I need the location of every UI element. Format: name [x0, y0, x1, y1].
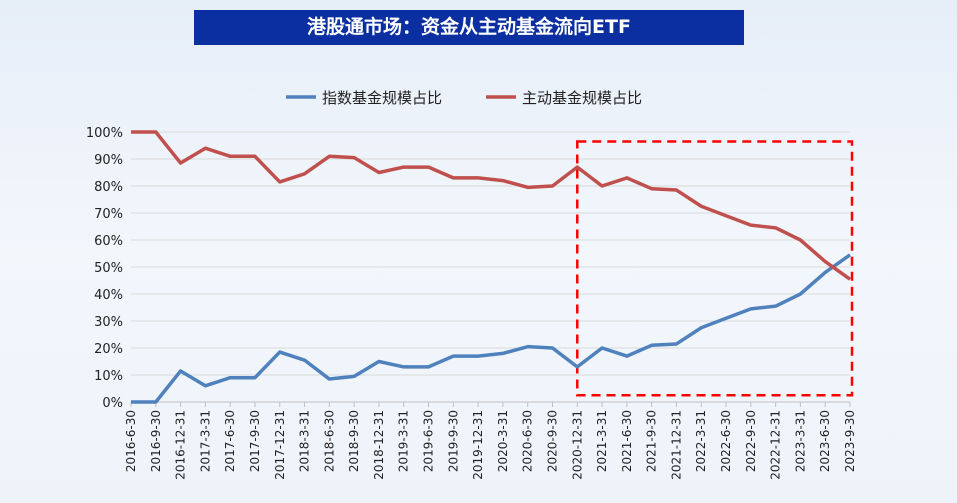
y-tick-label: 0% — [102, 396, 123, 411]
x-tick-label: 2016-9-30 — [149, 410, 163, 472]
series-line-2 — [131, 130, 852, 281]
x-tick-label: 2018-12-31 — [372, 410, 386, 480]
x-tick-label: 2021-9-30 — [645, 410, 659, 472]
x-tick-label: 2022-9-30 — [744, 410, 758, 472]
x-tick-label: 2018-9-30 — [347, 410, 361, 472]
x-tick-label: 2023-3-31 — [793, 410, 807, 472]
x-tick-label: 2022-6-30 — [719, 410, 733, 472]
x-tick-label: 2019-12-31 — [471, 410, 485, 480]
x-tick-label: 2016-12-31 — [174, 410, 188, 480]
x-tick-label: 2022-3-31 — [694, 410, 708, 472]
y-tick-label: 10% — [94, 369, 123, 384]
y-tick-label: 80% — [94, 180, 123, 195]
series-line-1 — [131, 253, 852, 404]
x-tick-label: 2017-3-31 — [198, 410, 212, 472]
x-tick-label: 2018-3-31 — [298, 410, 312, 472]
x-tick-label: 2019-3-31 — [397, 410, 411, 472]
x-tick-label: 2017-6-30 — [223, 410, 237, 472]
x-tick-label: 2019-6-30 — [422, 410, 436, 472]
x-tick-label: 2018-6-30 — [322, 410, 336, 472]
y-tick-label: 40% — [94, 288, 123, 303]
x-tick-label: 2020-3-31 — [496, 410, 510, 472]
x-tick-label: 2020-6-30 — [521, 410, 535, 472]
y-tick-label: 20% — [94, 342, 123, 357]
x-tick-label: 2020-9-30 — [545, 410, 559, 472]
legend-label: 主动基金规模占比 — [522, 89, 642, 107]
x-tick-label: 2016-6-30 — [124, 410, 138, 472]
x-tick-label: 2021-12-31 — [669, 410, 683, 480]
x-tick-label: 2017-9-30 — [248, 410, 262, 472]
highlight-box — [576, 140, 854, 397]
x-tick-label: 2023-6-30 — [818, 410, 832, 472]
x-tick-label: 2020-12-31 — [570, 410, 584, 480]
x-tick-label: 2023-9-30 — [843, 410, 857, 472]
y-tick-label: 90% — [94, 153, 123, 168]
y-tick-label: 50% — [94, 261, 123, 276]
y-tick-label: 100% — [86, 126, 123, 141]
chart-title: 港股通市场：资金从主动基金流向ETF — [194, 10, 744, 45]
y-tick-label: 60% — [94, 234, 123, 249]
y-tick-label: 30% — [94, 315, 123, 330]
x-tick-label: 2019-9-30 — [446, 410, 460, 472]
x-tick-label: 2021-3-31 — [595, 410, 609, 472]
x-tick-label: 2022-12-31 — [769, 410, 783, 480]
legend-label: 指数基金规模占比 — [322, 89, 442, 107]
x-tick-label: 2017-12-31 — [273, 410, 287, 480]
x-tick-label: 2021-6-30 — [620, 410, 634, 472]
y-tick-label: 70% — [94, 207, 123, 222]
